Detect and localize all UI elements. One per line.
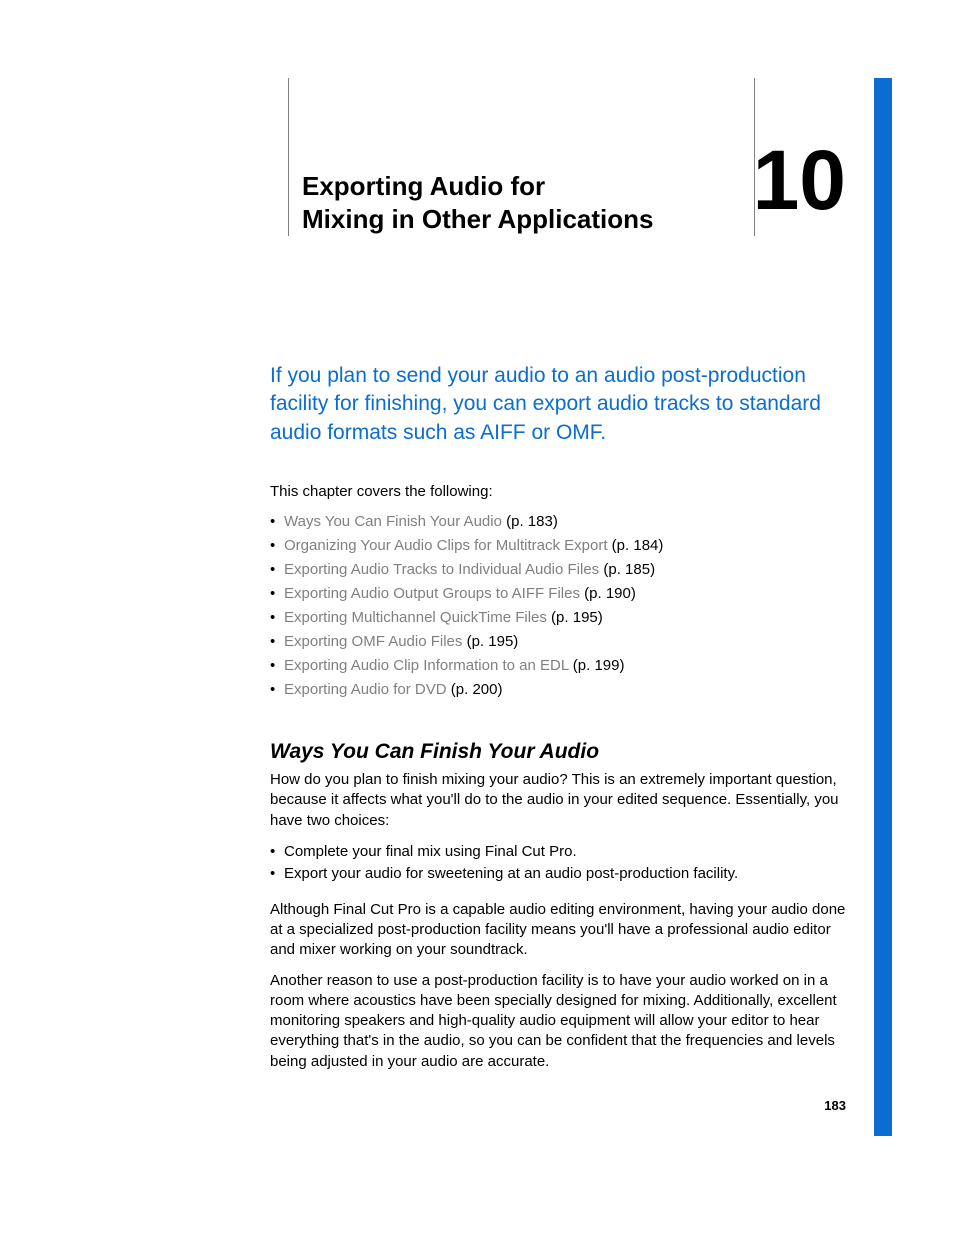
toc-link[interactable]: Exporting Multichannel QuickTime Files <box>284 609 547 626</box>
covers-label: This chapter covers the following: <box>270 483 850 500</box>
chapter-number: 10 <box>753 138 846 222</box>
toc-page: (p. 184) <box>612 537 664 554</box>
toc-page: (p. 195) <box>467 633 519 650</box>
chapter-rule-left <box>288 78 289 236</box>
body-paragraph: How do you plan to finish mixing your au… <box>270 770 850 831</box>
body-paragraph: Another reason to use a post-production … <box>270 971 850 1072</box>
page-number: 183 <box>824 1098 846 1113</box>
toc-link[interactable]: Ways You Can Finish Your Audio <box>284 513 502 530</box>
chapter-toc: Ways You Can Finish Your Audio (p. 183) … <box>270 510 850 702</box>
page-content: If you plan to send your audio to an aud… <box>270 362 850 1082</box>
toc-item: Exporting Audio for DVD (p. 200) <box>270 678 850 702</box>
toc-item: Exporting Multichannel QuickTime Files (… <box>270 606 850 630</box>
toc-item: Exporting Audio Output Groups to AIFF Fi… <box>270 582 850 606</box>
body-paragraph: Although Final Cut Pro is a capable audi… <box>270 900 850 961</box>
chapter-intro: If you plan to send your audio to an aud… <box>270 362 850 447</box>
toc-item: Exporting Audio Tracks to Individual Aud… <box>270 558 850 582</box>
chapter-tab <box>874 78 892 1136</box>
toc-link[interactable]: Exporting Audio Tracks to Individual Aud… <box>284 561 599 578</box>
bullet-item: Export your audio for sweetening at an a… <box>270 863 850 886</box>
toc-page: (p. 200) <box>451 681 503 698</box>
toc-link[interactable]: Exporting Audio Clip Information to an E… <box>284 657 569 674</box>
toc-link[interactable]: Exporting OMF Audio Files <box>284 633 462 650</box>
bullet-item: Complete your final mix using Final Cut … <box>270 841 850 864</box>
chapter-title-line2: Mixing in Other Applications <box>302 204 654 234</box>
toc-page: (p. 195) <box>551 609 603 626</box>
toc-item: Exporting OMF Audio Files (p. 195) <box>270 630 850 654</box>
toc-page: (p. 190) <box>584 585 636 602</box>
chapter-title: Exporting Audio for Mixing in Other Appl… <box>302 170 654 235</box>
section-bullet-list: Complete your final mix using Final Cut … <box>270 841 850 886</box>
toc-item: Organizing Your Audio Clips for Multitra… <box>270 534 850 558</box>
toc-item: Exporting Audio Clip Information to an E… <box>270 654 850 678</box>
toc-page: (p. 199) <box>573 657 625 674</box>
toc-page: (p. 183) <box>506 513 558 530</box>
chapter-title-line1: Exporting Audio for <box>302 171 545 201</box>
section-heading: Ways You Can Finish Your Audio <box>270 740 850 764</box>
toc-item: Ways You Can Finish Your Audio (p. 183) <box>270 510 850 534</box>
toc-link[interactable]: Organizing Your Audio Clips for Multitra… <box>284 537 608 554</box>
toc-page: (p. 185) <box>603 561 655 578</box>
toc-link[interactable]: Exporting Audio for DVD <box>284 681 447 698</box>
toc-link[interactable]: Exporting Audio Output Groups to AIFF Fi… <box>284 585 580 602</box>
